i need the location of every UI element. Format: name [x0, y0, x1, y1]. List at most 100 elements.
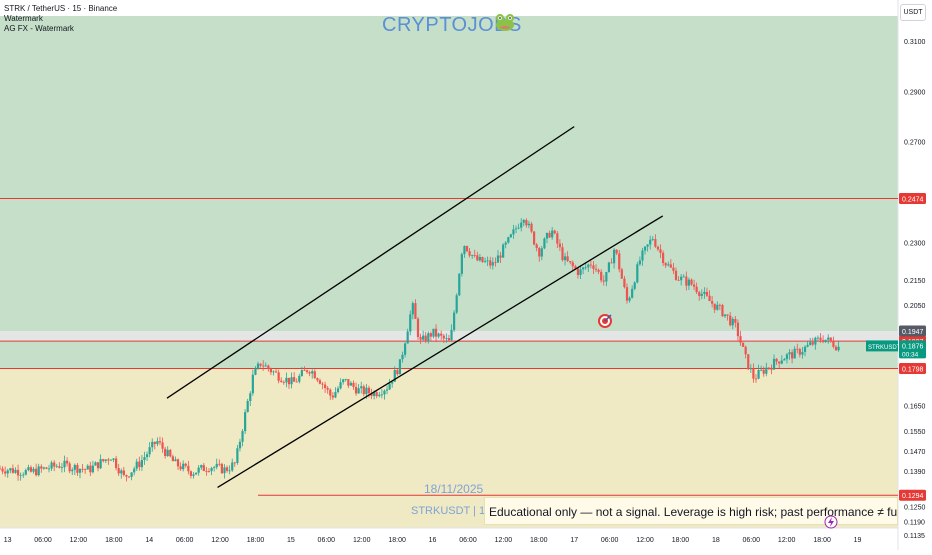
candle-body	[612, 249, 616, 264]
candle-body	[780, 360, 783, 364]
candle-body	[120, 470, 123, 474]
candle-body	[169, 449, 172, 457]
candle-body	[91, 465, 94, 473]
level-0.2474-tag-label: 0.2474	[902, 197, 924, 204]
candle-body	[192, 474, 195, 476]
time-axis-bg	[0, 528, 898, 550]
candle-body	[135, 461, 138, 469]
candle-body	[16, 469, 20, 476]
candle-body	[143, 457, 146, 460]
candle-body	[476, 255, 479, 261]
time-tick-label: 12:00	[70, 537, 88, 544]
candle-body	[96, 462, 100, 469]
candle-body	[60, 467, 64, 469]
time-tick-label: 18:00	[530, 537, 548, 544]
lightning-icon[interactable]	[824, 515, 838, 529]
channel-upper-line	[166, 126, 575, 399]
candle-body	[700, 293, 703, 296]
candle-body	[592, 265, 595, 269]
candle-body	[334, 392, 337, 398]
target-icon[interactable]	[597, 313, 613, 329]
candle-body	[22, 474, 25, 476]
candle-body	[641, 250, 644, 261]
currency-unit-button[interactable]: USDT	[900, 4, 926, 21]
candle-body	[187, 465, 190, 472]
countdown-label: 00:34	[902, 351, 919, 358]
candle-body	[711, 301, 714, 304]
candle-body	[620, 269, 623, 279]
candle-body	[450, 329, 453, 341]
candle-body	[633, 282, 636, 289]
candle-body	[251, 374, 254, 394]
candle-body	[71, 469, 74, 472]
candle-body	[553, 230, 556, 234]
candle-body	[788, 352, 791, 355]
candle-body	[798, 349, 801, 355]
time-tick-label: 16	[429, 537, 437, 544]
candle-body	[290, 377, 293, 385]
candle-body	[398, 359, 402, 375]
candle-body	[827, 337, 830, 340]
candle-body	[218, 463, 221, 465]
candle-body	[829, 337, 832, 342]
candle-body	[731, 318, 734, 326]
candle-body	[532, 231, 536, 245]
candle-body	[824, 339, 827, 342]
candle-body	[429, 333, 432, 337]
level-0.1294-tag	[899, 489, 926, 501]
frog-icon	[496, 14, 514, 31]
candle-body	[757, 370, 760, 379]
candle-body	[329, 389, 332, 396]
level-0.2474-tag	[899, 193, 926, 205]
candle-body	[194, 472, 198, 475]
candle-body	[587, 264, 590, 268]
candle-body	[9, 468, 12, 471]
candle-body	[667, 264, 670, 266]
candle-body	[378, 394, 381, 397]
grey-price-tag	[899, 325, 926, 337]
candle-body	[45, 467, 48, 469]
candle-body	[225, 467, 229, 471]
candle-body	[158, 441, 162, 443]
candle-body	[184, 463, 187, 466]
candle-body	[741, 342, 745, 347]
candle-body	[107, 459, 110, 461]
level-0.1798-tag	[899, 363, 926, 375]
candle-body	[409, 314, 412, 332]
time-tick-label: 19	[854, 537, 862, 544]
candle-body	[202, 465, 205, 472]
candle-body	[489, 260, 492, 266]
candle-body	[339, 382, 342, 389]
candle-body	[220, 463, 223, 474]
candle-body	[677, 279, 680, 281]
candle-body	[19, 474, 22, 476]
candle-body	[249, 393, 252, 401]
indicator-agfx-watermark[interactable]: AG FX - Watermark	[4, 24, 74, 33]
candle-body	[166, 449, 169, 457]
candle-body	[55, 466, 58, 468]
candle-body	[4, 471, 7, 474]
candle-body	[344, 379, 347, 380]
candle-body	[47, 468, 51, 470]
indicator-watermark[interactable]: Watermark	[4, 14, 43, 23]
candle-body	[342, 379, 345, 383]
candle-body	[414, 303, 417, 319]
candle-body	[499, 255, 502, 258]
candle-body	[76, 464, 79, 473]
candle-body	[205, 471, 208, 472]
candle-body	[496, 255, 500, 263]
time-tick-label: 06:00	[601, 537, 619, 544]
candle-body	[538, 248, 541, 257]
candle-body	[440, 333, 443, 336]
candle-body	[89, 465, 92, 473]
candle-body	[231, 462, 234, 471]
candle-body	[576, 268, 580, 275]
candle-body	[300, 370, 303, 376]
candle-body	[582, 267, 585, 270]
candle-body	[256, 363, 260, 369]
candle-body	[834, 346, 838, 351]
candle-body	[736, 322, 740, 337]
candle-body	[744, 346, 747, 355]
